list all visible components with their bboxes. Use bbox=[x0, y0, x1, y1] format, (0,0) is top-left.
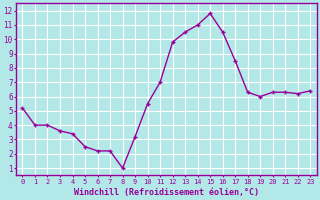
X-axis label: Windchill (Refroidissement éolien,°C): Windchill (Refroidissement éolien,°C) bbox=[74, 188, 259, 197]
